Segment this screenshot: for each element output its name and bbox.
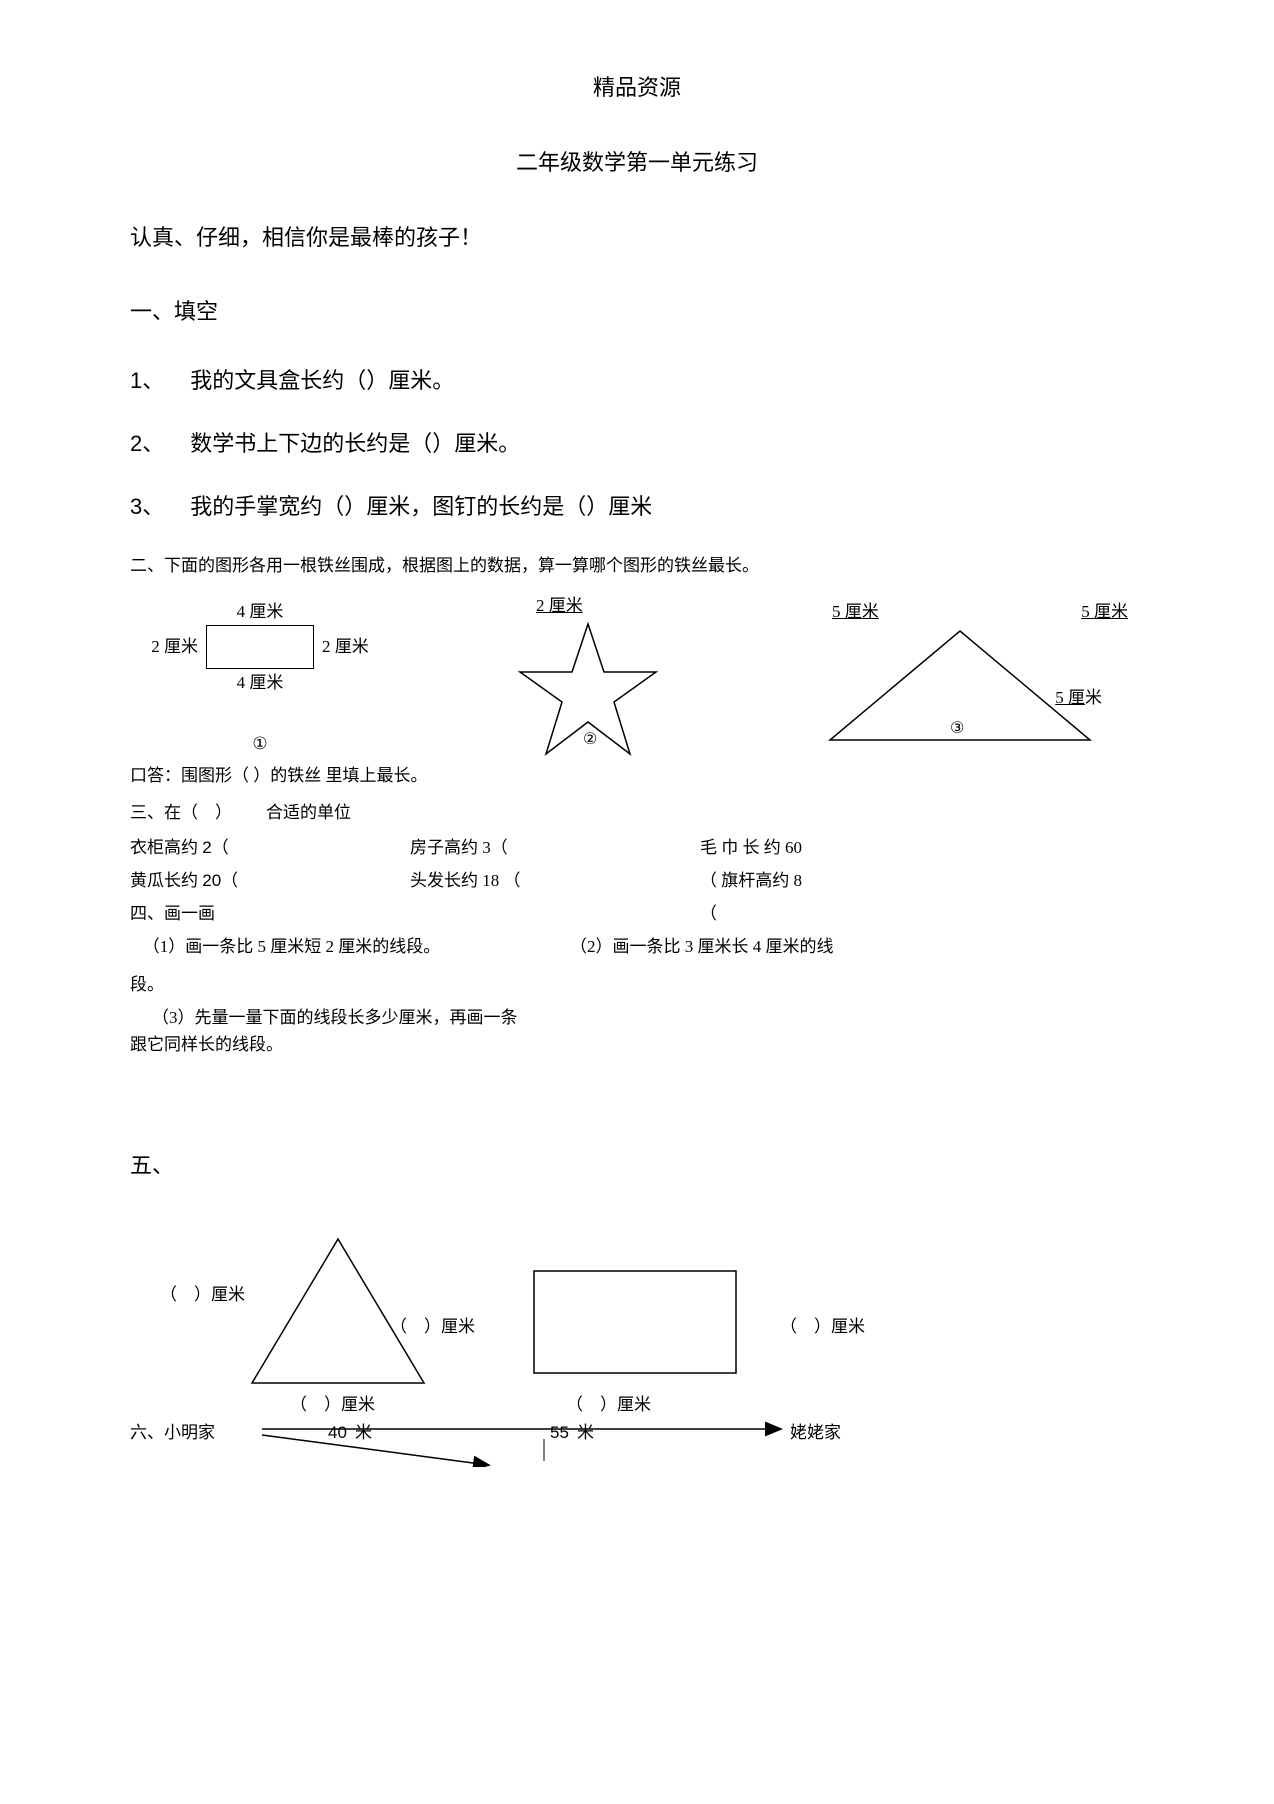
- section-4-tail: （: [700, 900, 1144, 927]
- arrow-line: [260, 1417, 790, 1467]
- page-title: 二年级数学第一单元练习: [130, 145, 1144, 180]
- draw-2: （2）画一条比 3 厘米长 4 厘米的线: [570, 933, 1144, 960]
- unit-row-1: 衣柜高约 2（ 房子高约 3（ 毛 巾 长 约 60: [130, 834, 1144, 861]
- question-2: 2、 数学书上下边的长约是（）厘米。: [130, 426, 1144, 461]
- rect5-bottom-label: （ ）厘米: [566, 1391, 651, 1418]
- tri-top-right-label: 5 厘米: [1081, 598, 1128, 625]
- intro-text: 认真、仔细，相信你是最棒的孩子！: [130, 220, 1144, 255]
- tri-circle-label: ③: [950, 720, 964, 737]
- page-header-resource: 精品资源: [130, 70, 1144, 105]
- rect-circle-label: ①: [130, 730, 390, 757]
- tri-top-left-label: 5 厘米: [832, 598, 879, 625]
- star-block: 2 厘米 ②: [530, 598, 790, 777]
- r2c3: （ 旗杆高约 8: [700, 867, 1144, 894]
- rectangle-block: 4 厘米 2 厘米 2 厘米 4 厘米 ①: [130, 598, 390, 758]
- unit-row-2: 黄瓜长约 20（ 头发长约 18 （ （ 旗杆高约 8: [130, 867, 1144, 894]
- rect5-right-label: （ ）厘米: [780, 1313, 865, 1340]
- shapes-row: 4 厘米 2 厘米 2 厘米 4 厘米 ① 2 厘米 ② 5 厘米 5 厘米 ③…: [130, 598, 1144, 758]
- rect-bottom-label: 4 厘米: [130, 669, 390, 696]
- draw-3a: （3）先量一量下面的线段长多少厘米，再画一条: [130, 1004, 1144, 1031]
- draw-row: （1）画一条比 5 厘米短 2 厘米的线段。 （2）画一条比 3 厘米长 4 厘…: [130, 933, 1144, 960]
- s6-prefix: 六、小明家: [130, 1419, 215, 1446]
- rect-right-label: 2 厘米: [322, 633, 369, 660]
- r1c1b: 2（: [202, 838, 228, 857]
- section-3-title: 三、在（ ） 合适的单位: [130, 799, 1144, 826]
- draw-1: （1）画一条比 5 厘米短 2 厘米的线段。: [130, 933, 570, 960]
- r1c3: 毛 巾 长 约 60: [700, 834, 1144, 861]
- section-4-row: 四、画一画 （: [130, 900, 1144, 927]
- section-2-title: 二、下面的图形各用一根铁丝围成，根据图上的数据，算一算哪个图形的铁丝最长。: [130, 552, 1144, 579]
- rectangle-shape: [206, 625, 314, 669]
- draw-3b: 跟它同样长的线段。: [130, 1031, 1144, 1058]
- section-1-title: 一、填空: [130, 294, 1144, 329]
- r2c1b: 20（: [202, 871, 238, 890]
- rect-left-label: 2 厘米: [151, 633, 198, 660]
- r2c2: 头发长约 18 （: [410, 867, 700, 894]
- r2c1a: 黄瓜长约: [130, 871, 198, 890]
- q1-number: 1、: [130, 363, 164, 398]
- tri5-bottom-label: （ ）厘米: [290, 1391, 375, 1418]
- q2-text: 数学书上下边的长约是（）厘米。: [190, 426, 520, 461]
- q2-number: 2、: [130, 426, 164, 461]
- r1c1a: 衣柜高约: [130, 838, 198, 857]
- star-shape: ②: [508, 616, 668, 766]
- tri-side-label: 5 厘米: [1055, 684, 1102, 711]
- star-top-label: 2 厘米: [536, 592, 583, 619]
- q3-number: 3、: [130, 489, 164, 524]
- section-6-row: 六、小明家 40 米 55 米 姥姥家: [130, 1417, 1144, 1477]
- question-1: 1、 我的文具盒长约（）厘米。: [130, 363, 1144, 398]
- duan-text: 段。: [130, 971, 1144, 998]
- q3-text: 我的手掌宽约（）厘米，图钉的长约是（）厘米: [190, 489, 652, 524]
- section-4-title: 四、画一画: [130, 900, 410, 927]
- section-5-title: 五、: [130, 1148, 1144, 1183]
- s6-dest: 姥姥家: [790, 1419, 841, 1446]
- rect-top-label: 4 厘米: [130, 598, 390, 625]
- tri5-left-label: （ ）厘米: [160, 1281, 245, 1308]
- tri5-right-label: （ ）厘米: [390, 1313, 475, 1340]
- star-circle-label: ②: [583, 731, 597, 748]
- triangle-block: 5 厘米 5 厘米 ③ 5 厘米: [820, 598, 1140, 756]
- rectangle-5: [530, 1267, 740, 1377]
- question-3: 3、 我的手掌宽约（）厘米，图钉的长约是（）厘米: [130, 489, 1144, 524]
- q1-text: 我的文具盒长约（）厘米。: [190, 363, 454, 398]
- r1c2: 房子高约 3（: [410, 834, 700, 861]
- section-5-shapes: （ ）厘米 （ ）厘米 （ ）厘米 （ ）厘米 （ ）厘米: [160, 1233, 1144, 1413]
